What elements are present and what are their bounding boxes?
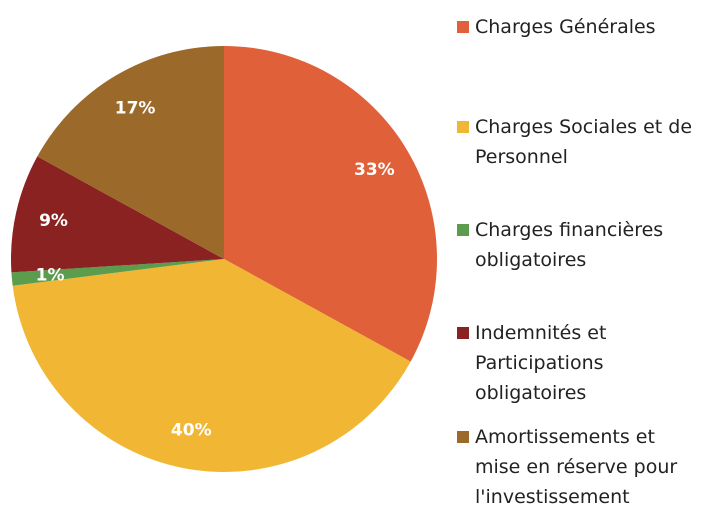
legend-swatch — [457, 121, 469, 133]
legend-label: Charges Sociales et de Personnel — [475, 116, 693, 168]
pie-slice — [37, 46, 224, 259]
legend-item: Indemnités et Participations obligatoire… — [457, 318, 707, 408]
pie-slice — [224, 46, 438, 362]
chart: 33% 40% 1% 9% 17% — [10, 46, 438, 473]
data-label: 33% — [354, 160, 395, 180]
legend-item: Charges Générales — [457, 12, 707, 42]
legend-label: Charges financières obligatoires — [475, 219, 664, 271]
legend-label: Charges Générales — [475, 16, 656, 38]
pie-slice — [10, 156, 224, 273]
data-label: 9% — [39, 211, 68, 231]
legend-item: Amortissements et mise en réserve pour l… — [457, 422, 707, 512]
data-label: 1% — [36, 265, 65, 285]
legend-swatch — [457, 327, 469, 339]
data-label: 17% — [115, 99, 156, 119]
pie-slice — [11, 259, 225, 286]
data-label: 40% — [171, 421, 212, 441]
legend-item: Charges financières obligatoires — [457, 215, 707, 275]
legend-item: Charges Sociales et de Personnel — [457, 112, 707, 172]
legend-swatch — [457, 431, 469, 443]
pie-slice — [12, 259, 411, 473]
legend-swatch — [457, 21, 469, 33]
legend-label: Indemnités et Participations obligatoire… — [475, 322, 607, 404]
legend-swatch — [457, 224, 469, 236]
legend-label: Amortissements et mise en réserve pour l… — [475, 426, 678, 508]
